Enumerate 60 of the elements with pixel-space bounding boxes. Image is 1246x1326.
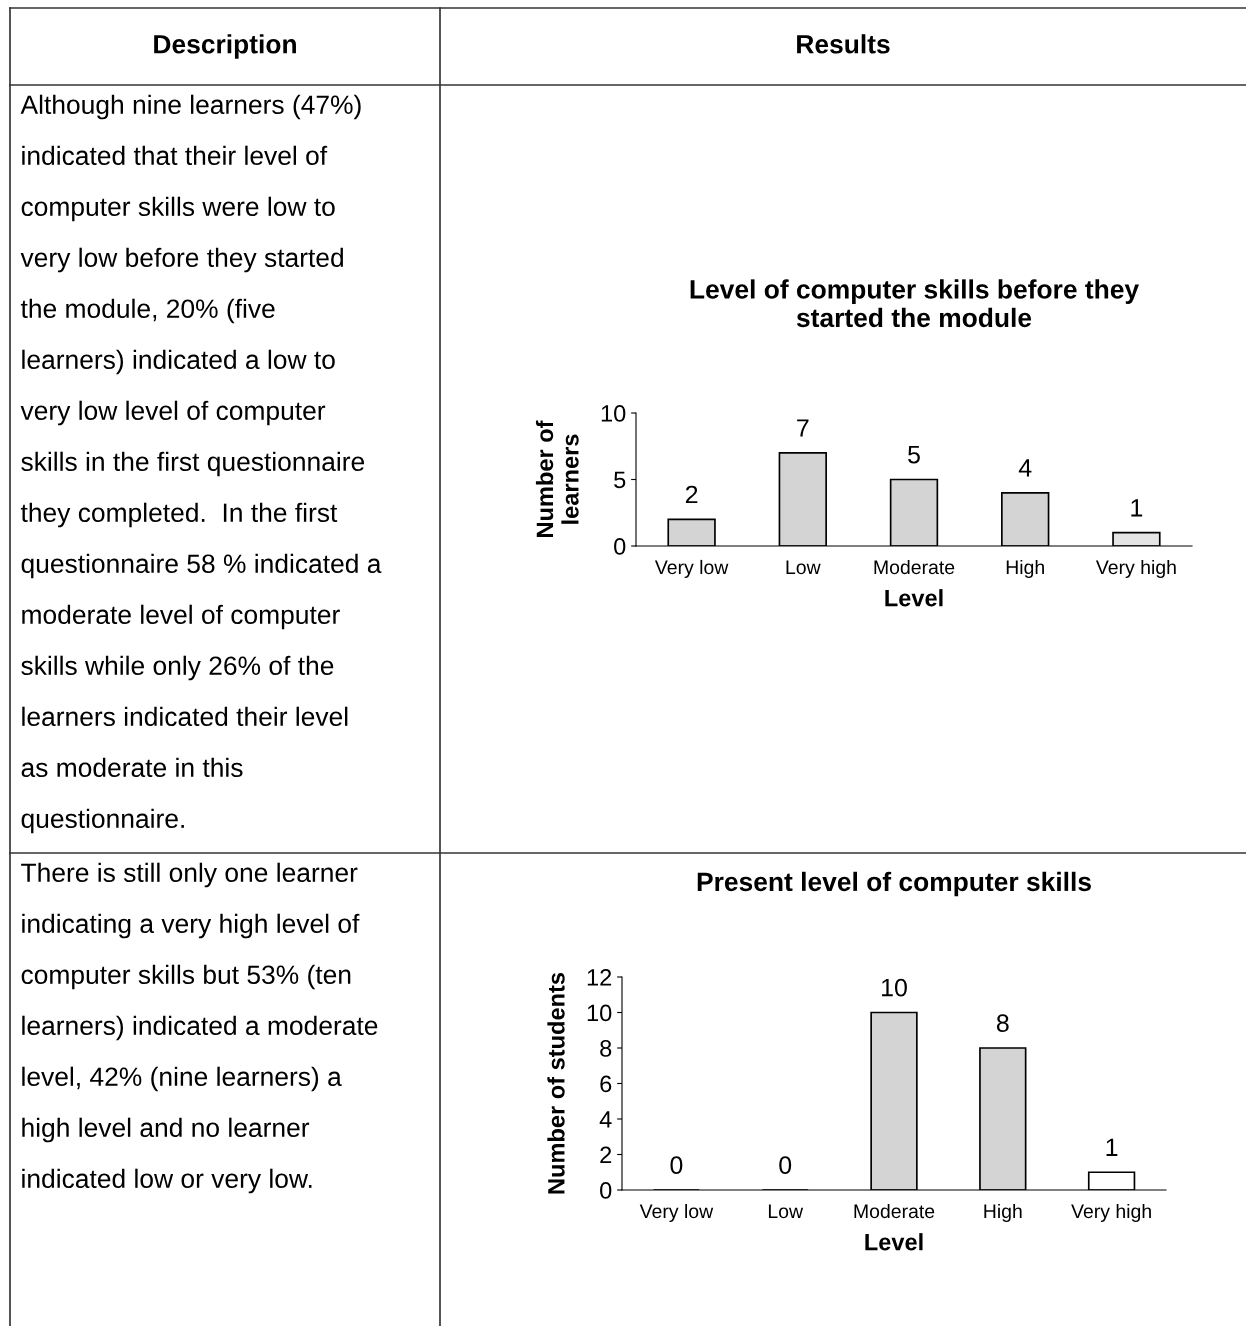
text: moderate level of computer [22,604,340,630]
y-axis-title: Number of students [547,972,565,1194]
x-tick-label: High [984,1203,1022,1223]
data-label: 0 [779,1156,792,1174]
text: as moderate in this [21,757,243,778]
text: indicating a very high level of [22,913,360,939]
x-tick-label: Very high [1071,1203,1151,1223]
text: they completed. In the first [20,502,338,528]
data-label: 10 [882,978,907,997]
text: computer skills were low to [21,196,335,222]
y-tick-label: 12 [587,969,612,986]
text: indicated low or very low. [22,1168,312,1194]
text: questionnaire 58 % indicated a [21,553,382,579]
text: computer skills but 53% (ten [21,964,351,990]
data-label: 4 [1018,459,1032,477]
y-tick-label: 4 [599,1111,612,1128]
text: Description [154,34,296,59]
y-tick-label: 6 [600,1075,612,1093]
text: learners indicated their level [22,706,348,727]
text: learners) indicated a moderate [22,1015,378,1041]
text: learners) indicated a low to [22,349,335,375]
y-tick-label: 5 [614,471,626,489]
data-label: 7 [797,419,809,437]
text: high level and no learner [22,1117,310,1143]
chart-title: Level of computer skills before they started the module [690,279,1139,328]
x-axis-title: Level [885,589,943,607]
y-tick-label: 0 [600,1182,612,1199]
chart-title: Present level of computer skills [697,871,1091,897]
y-tick-label: 10 [587,1004,612,1022]
text: skills while only 26% of the [21,655,334,681]
x-tick-label: Moderate [854,1203,935,1219]
text: very low level of computer [20,400,326,426]
y-tick-label: 10 [601,405,626,422]
x-tick-label: Low [768,1204,804,1219]
data-label: 1 [1131,499,1143,517]
x-tick-label: High [1006,559,1044,579]
x-tick-label: Moderate [874,559,955,575]
text: level, 42% (nine learners) a [22,1066,342,1092]
text: skills in the first questionnaire [21,451,365,477]
text: very low before they started [20,247,343,273]
text: questionnaire. [21,808,184,834]
text: the module, 20% (five [20,298,275,324]
x-tick-label: Very high [1095,559,1176,579]
text: indicated that their level of [22,145,328,166]
data-label: 8 [996,1014,1009,1032]
text: Although nine learners (47%) [20,94,361,120]
text: There is still only one learner [21,862,358,888]
y-tick-label: 8 [600,1040,612,1057]
x-tick-label: Very low [654,559,729,579]
y-axis-title: Number of learners [535,420,579,537]
data-label: 0 [670,1156,683,1174]
y-tick-label: 2 [600,1146,612,1164]
text: Results [797,34,890,54]
x-tick-label: Very low [639,1203,714,1223]
data-label: 5 [908,446,920,464]
x-axis-title: Level [865,1233,923,1251]
x-tick-label: Low [786,560,821,575]
data-label: 1 [1106,1138,1118,1156]
data-label: 2 [685,485,698,504]
y-tick-label: 0 [614,538,626,555]
